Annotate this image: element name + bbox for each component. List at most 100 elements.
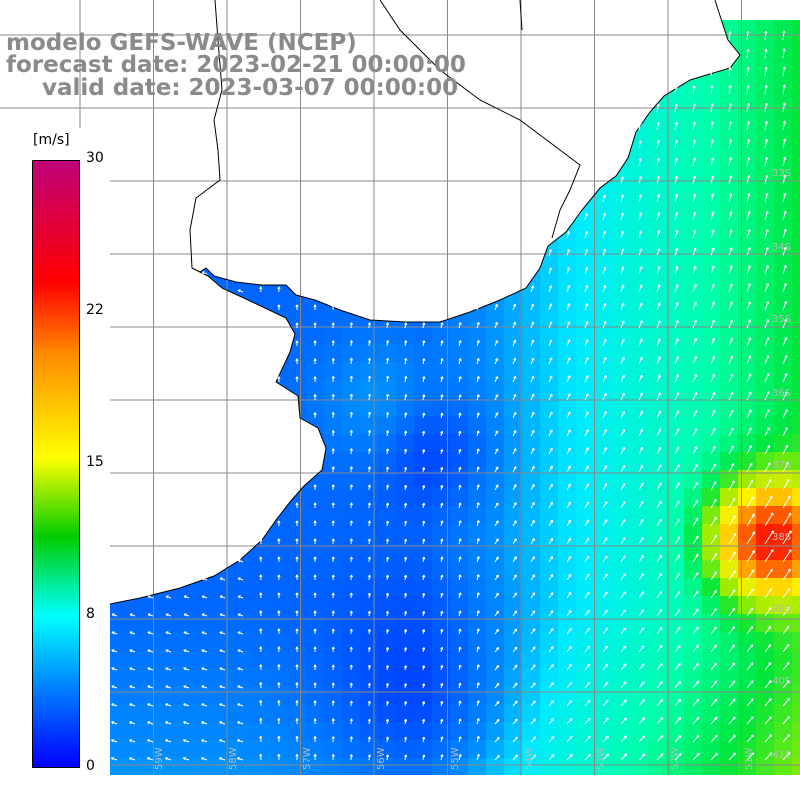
wind-arrow (182, 757, 190, 761)
wind-arrow (183, 721, 190, 725)
field-cell (630, 326, 649, 345)
field-cell (720, 452, 739, 471)
wind-arrow (674, 211, 679, 221)
wind-arrow (494, 321, 498, 329)
field-cell (666, 614, 685, 633)
field-cell (234, 650, 253, 669)
wind-arrow (656, 338, 661, 347)
field-cell (792, 614, 800, 633)
field-cell (558, 542, 577, 561)
wind-arrow (530, 501, 535, 509)
wind-arrow (183, 595, 190, 599)
wind-arrow (638, 663, 645, 671)
field-cell (396, 542, 415, 561)
wind-arrow (421, 665, 426, 671)
field-cell (342, 470, 361, 489)
field-cell (198, 758, 217, 777)
wind-arrow (656, 627, 663, 635)
wind-arrow (476, 628, 480, 635)
wind-arrow (656, 735, 664, 743)
wind-arrow (548, 429, 553, 437)
field-cell (792, 146, 800, 165)
wind-arrow (440, 376, 444, 383)
field-cell (774, 218, 793, 237)
field-cell (702, 164, 721, 183)
wind-arrow (710, 337, 715, 347)
wind-arrow (710, 121, 714, 131)
wind-arrow (638, 627, 645, 635)
field-cell (540, 488, 559, 507)
field-cell (234, 632, 253, 651)
wind-arrow (602, 609, 608, 617)
wind-arrow (746, 283, 751, 293)
field-cell (720, 434, 739, 453)
wind-arrow (349, 466, 353, 473)
wind-arrow (584, 465, 589, 473)
field-cell (774, 488, 793, 507)
wind-arrow (494, 646, 500, 653)
field-cell (378, 758, 397, 777)
wind-arrow (440, 502, 444, 509)
field-cell (522, 380, 541, 399)
field-cell (666, 200, 685, 219)
field-cell (558, 614, 577, 633)
wind-arrow (385, 448, 390, 455)
wind-arrow (746, 373, 752, 383)
field-cell (630, 218, 649, 237)
field-cell (450, 488, 469, 507)
wind-arrow (728, 662, 736, 671)
field-cell (684, 92, 703, 111)
wind-arrow (165, 613, 172, 617)
field-cell (180, 758, 199, 777)
field-cell (504, 596, 523, 615)
wind-arrow (218, 757, 226, 761)
wind-arrow (746, 355, 752, 365)
wind-arrow (602, 230, 607, 239)
field-cell (288, 686, 307, 705)
wind-arrow (620, 483, 626, 491)
wind-arrow (710, 427, 716, 437)
wind-arrow (476, 358, 480, 365)
wind-arrow (165, 703, 172, 707)
wind-arrow (313, 304, 317, 311)
wind-arrow (548, 555, 554, 563)
wind-arrow (620, 735, 627, 743)
field-cell (540, 434, 559, 453)
wind-arrow (728, 121, 732, 131)
wind-arrow (656, 230, 661, 239)
field-cell (630, 164, 649, 183)
field-cell (486, 506, 505, 525)
wind-arrow (728, 445, 734, 455)
field-cell (612, 524, 631, 543)
wind-arrow (512, 556, 517, 563)
field-cell (162, 704, 181, 723)
wind-arrow (349, 682, 353, 689)
field-cell (666, 596, 685, 615)
wind-arrow (746, 662, 754, 671)
wind-arrow (674, 103, 678, 113)
field-cell (486, 326, 505, 345)
wind-arrow (530, 303, 535, 311)
wind-arrow (656, 266, 661, 275)
field-cell (684, 218, 703, 237)
field-cell (684, 398, 703, 417)
wind-arrow (512, 700, 518, 707)
wind-arrow (674, 247, 679, 257)
wind-arrow (331, 754, 335, 761)
field-cell (594, 452, 613, 471)
wind-arrow (584, 591, 590, 599)
wind-arrow (458, 430, 462, 437)
field-cell (774, 290, 793, 309)
wind-arrow (129, 685, 136, 689)
field-cell (612, 506, 631, 525)
wind-arrow (458, 340, 462, 347)
wind-arrow (512, 303, 517, 311)
wind-arrow (422, 647, 426, 653)
field-cell (414, 686, 433, 705)
field-cell (738, 524, 757, 543)
wind-arrow (764, 210, 769, 221)
wind-arrow (746, 138, 751, 149)
field-cell (306, 650, 325, 669)
field-cell (720, 560, 739, 579)
